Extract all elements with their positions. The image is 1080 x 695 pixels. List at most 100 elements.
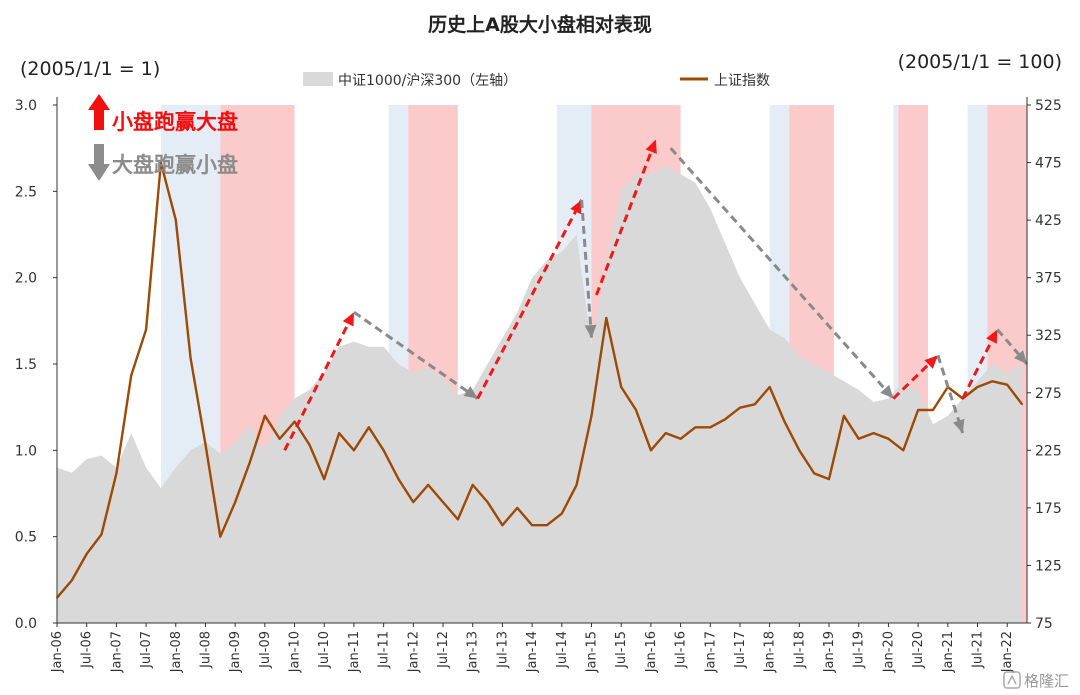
line-point: [679, 438, 682, 440]
x-tick-label: Jan-11: [347, 631, 362, 673]
axes: 0.0 0.5 1.0 1.5 2.0 2.5 3.0 75 125 175 225 275 325 37…: [15, 97, 1062, 673]
trend-arrowhead: [1013, 350, 1027, 364]
x-tick-label: Jan-14: [525, 631, 540, 673]
x-tick-label: Jul-21: [971, 631, 986, 669]
x-tick-label: Jan-20: [881, 631, 896, 673]
x-tick-label: Jul-14: [555, 631, 570, 669]
band-large-cap: [893, 105, 899, 623]
line-point: [397, 478, 400, 480]
x-tick-label: Jan-09: [228, 631, 243, 673]
trend-arrowhead: [645, 139, 657, 154]
x-tick-label: Jul-20: [911, 631, 926, 669]
y-right-tick-label: 225: [1035, 443, 1062, 459]
line-point: [932, 409, 934, 411]
shanghai-index-line: [56, 161, 1024, 599]
x-tick-label: Jul-11: [377, 631, 392, 669]
y-right-tick-label: 175: [1035, 501, 1062, 517]
x-tick-label: Jan-18: [763, 631, 778, 673]
line-point: [338, 432, 340, 434]
line-point: [323, 478, 326, 480]
x-tick-label: Jul-18: [792, 631, 807, 669]
line-point: [1021, 403, 1023, 406]
watermark-logo-icon: [1003, 671, 1021, 689]
x-tick-label: Jul-19: [852, 631, 867, 669]
relative-ratio-area: [57, 165, 1023, 623]
x-tick-label: Jan-22: [1000, 631, 1015, 673]
line-point: [575, 484, 578, 486]
line-point: [872, 432, 875, 434]
trend-arrowhead: [924, 355, 938, 369]
line-point: [976, 386, 979, 388]
legend-area-swatch: [303, 72, 333, 86]
y-right-tick-label: 425: [1035, 213, 1062, 229]
x-tick-label: Jan-07: [109, 631, 124, 673]
trend-arrowhead: [584, 324, 597, 339]
up-arrow-icon: [88, 94, 110, 130]
line-point: [471, 484, 474, 486]
line-point: [783, 420, 786, 423]
watermark-text: 格隆汇: [1024, 672, 1069, 690]
x-tick-label: Jul-09: [258, 631, 273, 669]
y-left-tick-label: 0.5: [15, 530, 37, 546]
trend-arrow: [595, 138, 658, 296]
line-point: [887, 438, 890, 440]
large-cap-wins-label: 大盘跑赢小盘: [112, 153, 238, 177]
x-tick-label: Jan-15: [584, 631, 599, 673]
line-point: [115, 472, 118, 475]
chart-title: 历史上A股大小盘相对表现: [428, 13, 652, 36]
legend: 中证1000/沪深300（左轴） 上证指数: [303, 72, 770, 89]
line-point: [1006, 383, 1008, 386]
small-cap-wins-label: 小盘跑赢大盘: [112, 110, 238, 134]
y-right-tick-label: 125: [1035, 558, 1062, 574]
line-point: [798, 449, 801, 452]
trend-arrow: [936, 354, 965, 434]
line-point: [204, 443, 207, 446]
line-point: [130, 374, 132, 377]
line-point: [739, 406, 741, 409]
y-right-tick-label: 75: [1035, 616, 1053, 632]
line-point: [427, 484, 430, 486]
x-tick-label: Jul-10: [317, 631, 332, 669]
line-point: [71, 579, 73, 582]
line-point: [813, 472, 815, 475]
line-point: [308, 443, 311, 446]
x-tick-label: Jan-12: [406, 631, 421, 673]
y-right-tick-label: 475: [1035, 156, 1062, 172]
x-tick-label: Jan-08: [169, 631, 184, 673]
down-arrow-icon: [88, 144, 110, 181]
trend-arrowhead: [570, 199, 582, 215]
line-point: [442, 501, 444, 503]
line-point: [857, 438, 860, 440]
trend-arrow: [892, 354, 939, 400]
x-tick-label: Jul-13: [495, 631, 510, 669]
line-point: [100, 533, 103, 536]
line-point: [635, 409, 637, 411]
trend-arrowhead: [986, 329, 998, 344]
line-point: [278, 438, 281, 440]
x-tick-label: Jul-17: [733, 631, 748, 669]
y-left-tick-label: 3.0: [15, 98, 37, 114]
line-point: [561, 512, 563, 515]
x-tick-label: Jan-21: [941, 631, 956, 673]
y-right-tick-label: 375: [1035, 271, 1062, 287]
line-point: [234, 501, 236, 503]
line-point: [694, 426, 697, 429]
trend-arrowhead: [342, 312, 354, 327]
trend-arrowhead: [463, 386, 478, 399]
trend-arrows: [283, 138, 1029, 452]
trend-arrowhead: [880, 384, 894, 399]
x-tick-label: Jul-07: [139, 631, 154, 669]
line-point: [590, 415, 593, 417]
line-point: [620, 386, 622, 388]
trend-arrow: [580, 199, 593, 339]
line-point: [249, 461, 251, 463]
line-point: [605, 317, 608, 319]
line-point: [293, 420, 296, 423]
y-left-tick-label: 1.0: [15, 443, 37, 459]
legend-area-label: 中证1000/沪深300（左轴）: [338, 73, 517, 89]
line-point: [175, 219, 177, 221]
y-right-tick-label: 275: [1035, 386, 1062, 402]
line-point: [724, 418, 726, 421]
y-right-tick-label: 325: [1035, 328, 1062, 344]
